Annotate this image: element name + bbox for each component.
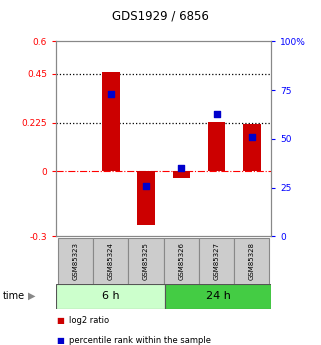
Point: [108, 91, 113, 97]
Text: GSM85327: GSM85327: [213, 242, 220, 280]
Bar: [234, 238, 270, 285]
Point: [143, 183, 149, 188]
Text: GSM85323: GSM85323: [73, 242, 79, 280]
Text: ■: ■: [56, 316, 64, 325]
Bar: [199, 238, 234, 285]
Bar: [58, 238, 93, 285]
Point: [179, 165, 184, 171]
Text: 6 h: 6 h: [102, 292, 120, 301]
Text: GSM85325: GSM85325: [143, 243, 149, 280]
Text: GDS1929 / 6856: GDS1929 / 6856: [112, 9, 209, 22]
Bar: [56, 284, 165, 309]
Point: [249, 134, 255, 140]
Text: ▶: ▶: [28, 291, 36, 300]
Bar: [93, 238, 128, 285]
Text: log2 ratio: log2 ratio: [69, 316, 109, 325]
Text: time: time: [3, 291, 25, 300]
Text: 24 h: 24 h: [206, 292, 231, 301]
Text: percentile rank within the sample: percentile rank within the sample: [69, 336, 211, 345]
Text: GSM85324: GSM85324: [108, 243, 114, 280]
Bar: [172, 171, 190, 178]
Text: GSM85328: GSM85328: [249, 242, 255, 280]
Text: GSM85326: GSM85326: [178, 242, 184, 280]
Point: [214, 111, 219, 116]
Bar: [165, 284, 271, 309]
Bar: [137, 171, 155, 226]
Bar: [128, 238, 164, 285]
Bar: [102, 72, 120, 171]
Bar: [164, 238, 199, 285]
Bar: [208, 121, 225, 171]
Bar: [243, 124, 261, 171]
Text: ■: ■: [56, 336, 64, 345]
